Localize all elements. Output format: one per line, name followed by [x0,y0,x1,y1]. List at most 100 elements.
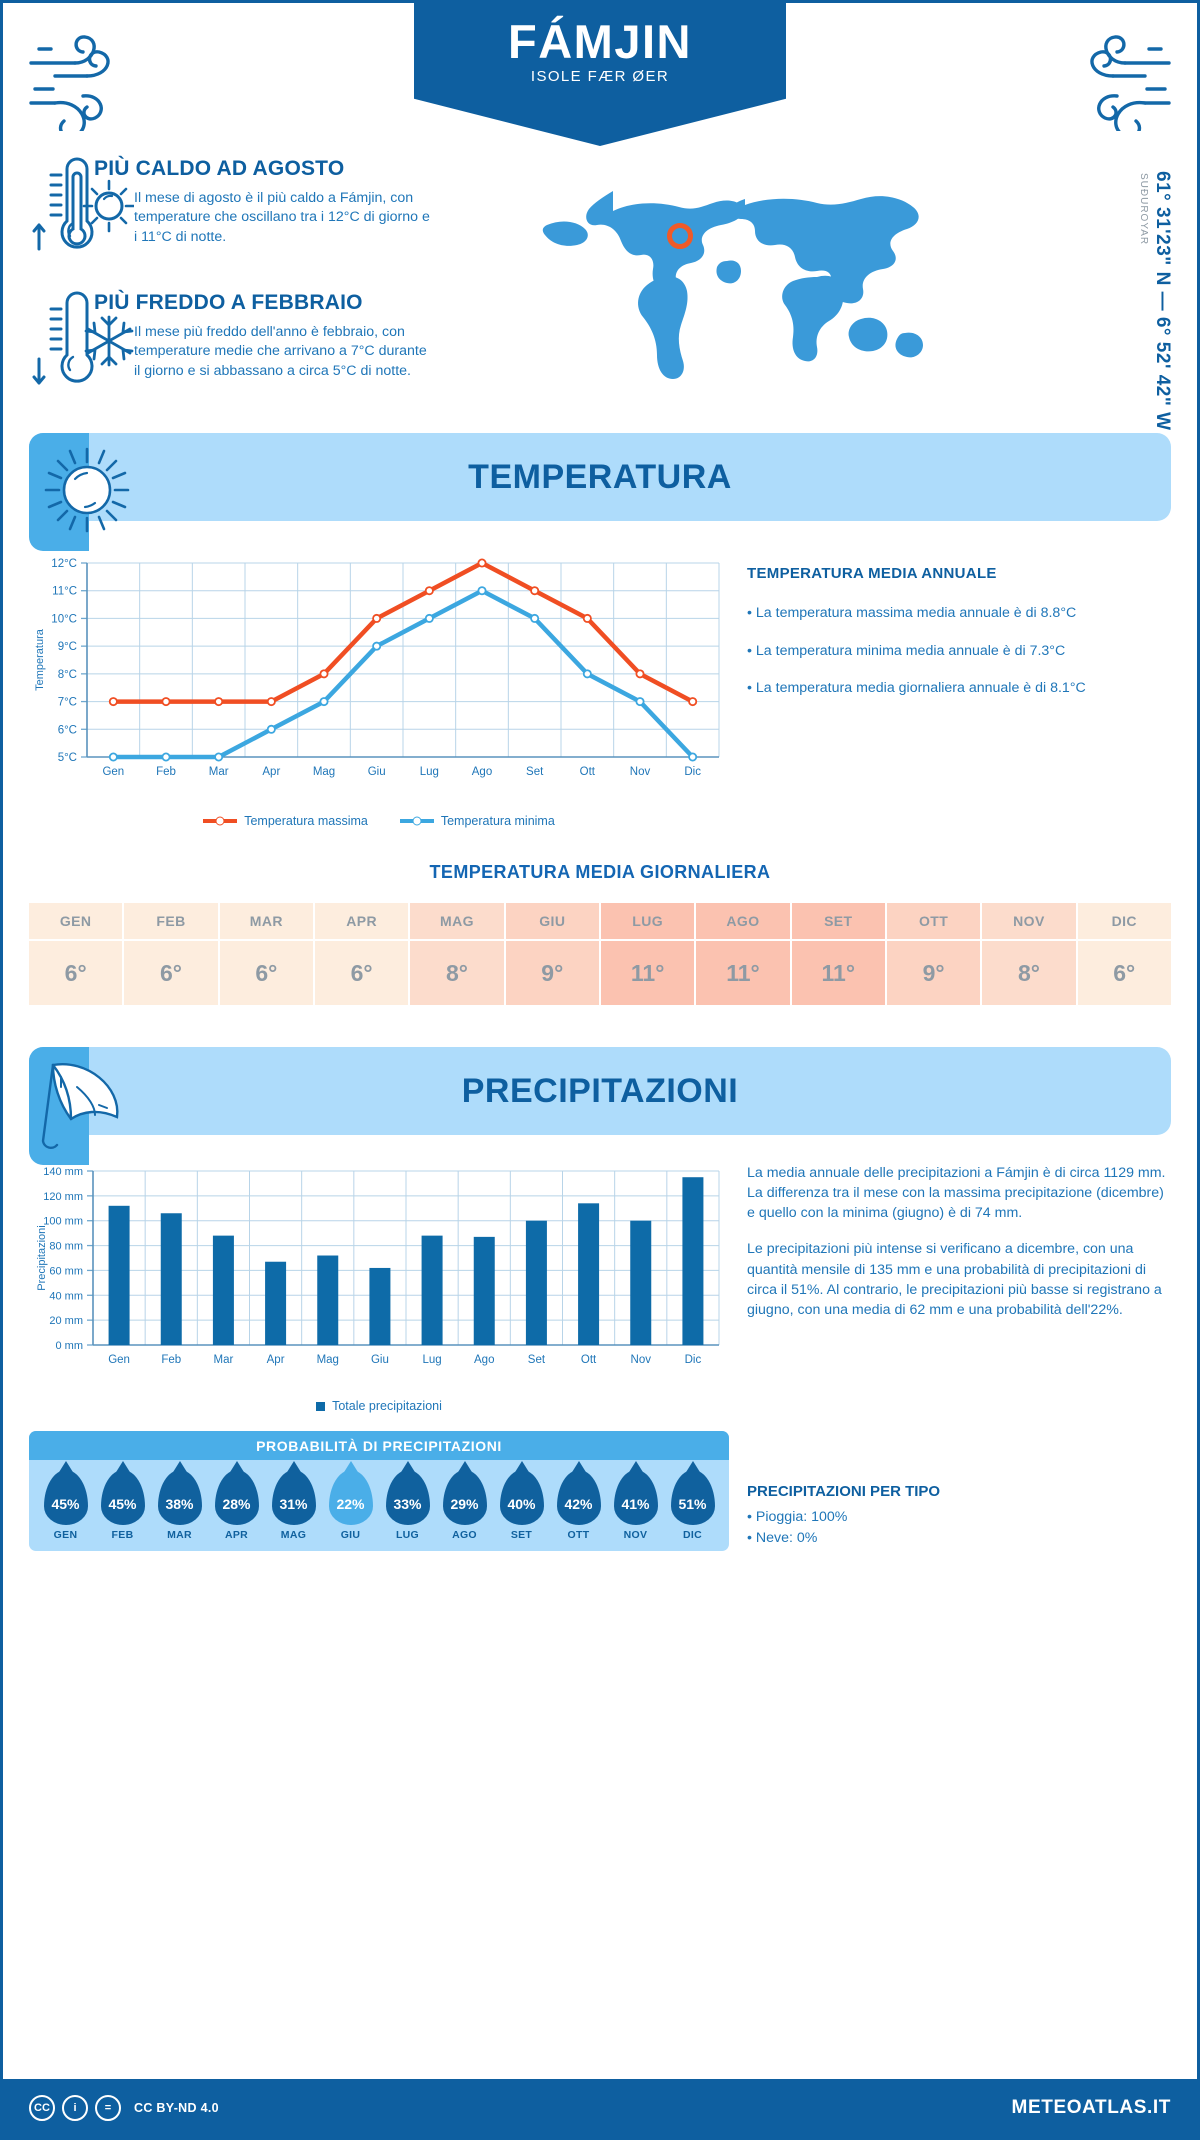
subregion-label: SUÐUROYAR [1138,173,1149,246]
water-drop-icon: 51% [670,1470,715,1525]
table-column: DIC 6° [1077,903,1171,1005]
precipitation-banner-title: PRECIPITAZIONI [461,1071,739,1110]
legend-item-min: Temperatura minima [399,814,555,828]
thermometer-snowflake-icon [29,285,134,403]
svg-text:Mag: Mag [313,766,335,778]
svg-text:Feb: Feb [156,766,176,778]
sun-icon [44,447,130,533]
umbrella-icon [41,1062,119,1149]
probability-value: 45% [108,1496,137,1512]
temperature-bullet-avg: • La temperatura media giornaliera annua… [747,680,1086,697]
legend-item-total: Totale precipitazioni [316,1399,442,1413]
probability-value: 33% [393,1496,422,1512]
temperature-chart-col: 5°C 6°C 7°C 8°C 9°C 10°C 11°C 12°C Gen Feb Mar Apr M… [29,549,729,828]
water-drop-icon: 38% [157,1470,202,1525]
legend-swatch-max [203,819,238,823]
legend-swatch-total [316,1401,326,1411]
svg-text:Giu: Giu [368,766,386,778]
precipitation-banner: PRECIPITAZIONI [29,1047,1171,1165]
probability-section: PROBABILITÀ DI PRECIPITAZIONI 45% GEN 45% F… [29,1431,1171,1551]
probability-cell: 29% AGO [436,1470,493,1541]
probability-cell: 22% GIU [322,1470,379,1541]
precipitation-chart: 0 mm 20 mm 40 mm 60 mm 80 mm 100 mm 120 mm 140 … [29,1159,729,1389]
temperature-block: 5°C 6°C 7°C 8°C 9°C 10°C 11°C 12°C Gen Feb Mar Apr M… [3,521,1197,828]
table-temp-value: 6° [1077,941,1171,1005]
svg-text:8°C: 8°C [58,669,77,681]
probability-title: PROBABILITÀ DI PRECIPITAZIONI [29,1431,729,1460]
svg-text:20 mm: 20 mm [49,1315,83,1327]
svg-text:11°C: 11°C [52,586,77,598]
svg-text:Temperatura: Temperatura [34,628,46,691]
svg-text:40 mm: 40 mm [49,1290,83,1302]
svg-text:6°C: 6°C [58,724,77,736]
probability-month-label: FEB [111,1529,134,1541]
table-column: LUG 11° [600,903,697,1005]
water-drop-icon: 45% [100,1470,145,1525]
probability-value: 38% [165,1496,194,1512]
precipitation-summary: La media annuale delle precipitazioni a … [729,1159,1171,1413]
legend-label-min: Temperatura minima [440,814,555,828]
legend-item-max: Temperatura massima [203,814,368,828]
precipitation-type: PRECIPITAZIONI PER TIPO • Pioggia: 100% … [729,1431,1171,1551]
table-column: AGO 11° [696,903,792,1005]
temperature-legend: Temperatura massima Temperatura minima [29,814,729,828]
probability-month-label: DIC [683,1529,702,1541]
fact-warmest-body: PIÙ CALDO AD AGOSTO Il mese di agosto è … [94,151,434,247]
legend-label-total: Totale precipitazioni [332,1399,442,1413]
table-temp-value: 8° [982,941,1076,1005]
svg-text:120 mm: 120 mm [43,1191,83,1203]
table-month-header: FEB [124,903,218,941]
fact-warmest: PIÙ CALDO AD AGOSTO Il mese di agosto è … [29,151,499,269]
svg-text:Nov: Nov [631,1354,652,1366]
probability-value: 29% [450,1496,479,1512]
license-label: CC BY-ND 4.0 [134,2101,219,2115]
table-temp-value: 9° [886,941,981,1005]
table-column: MAG 8° [410,903,506,1005]
svg-text:Nov: Nov [630,766,651,778]
no-derivatives-icon: = [95,2095,121,2121]
temperature-summary: TEMPERATURA MEDIA ANNUALE • La temperatu… [729,549,1171,828]
table-column: GIU 9° [505,903,601,1005]
temperature-banner-title: TEMPERATURA [468,457,732,496]
svg-text:Lug: Lug [422,1354,441,1366]
temperature-chart: 5°C 6°C 7°C 8°C 9°C 10°C 11°C 12°C Gen Feb Mar Apr M… [29,549,729,804]
world-map: SUÐUROYAR 61° 31'23" N — 6° 52' 42" W [499,151,1173,433]
temperature-summary-title: TEMPERATURA MEDIA ANNUALE [747,565,997,582]
table-temp-value: 6° [29,941,123,1005]
probability-cell: 45% FEB [94,1470,151,1541]
precipitation-paragraph-1: La media annuale delle precipitazioni a … [747,1165,1166,1222]
probability-month-label: MAR [167,1529,192,1541]
table-column: MAR 6° [219,903,315,1005]
svg-text:Ago: Ago [474,1354,494,1366]
probability-month-label: MAG [280,1529,307,1541]
probability-cell: 28% APR [208,1470,265,1541]
table-column: APR 6° [314,903,411,1005]
probability-drops: 45% GEN 45% FEB 38% MAR 28% APR 31% MAG 22% GIU 33% L… [29,1460,729,1551]
svg-text:Set: Set [528,1354,546,1366]
precipitation-legend: Totale precipitazioni [29,1399,729,1413]
table-month-header: LUG [600,903,695,941]
probability-value: 51% [678,1496,707,1512]
svg-text:Set: Set [526,766,544,778]
precipitation-chart-col: 0 mm 20 mm 40 mm 60 mm 80 mm 100 mm 120 mm 140 … [29,1159,729,1413]
probability-month-label: OTT [567,1529,590,1541]
world-map-svg [542,191,923,379]
table-temp-value: 11° [600,941,695,1005]
precipitation-type-rain: • Pioggia: 100% [747,1509,848,1525]
fact-coldest-title: PIÙ FREDDO A FEBBRAIO [94,291,363,314]
probability-month-label: GIU [340,1529,361,1541]
svg-text:100 mm: 100 mm [43,1216,83,1228]
probability-card: PROBABILITÀ DI PRECIPITAZIONI 45% GEN 45% F… [29,1431,729,1551]
probability-month-label: LUG [395,1529,420,1541]
svg-text:Ago: Ago [472,766,492,778]
wind-right-icon [1090,35,1171,131]
precipitation-block: 0 mm 20 mm 40 mm 60 mm 80 mm 100 mm 120 mm 140 … [3,1135,1197,1413]
svg-text:7°C: 7°C [58,697,77,709]
table-month-header: SET [791,903,885,941]
table-month-header: APR [314,903,409,941]
table-month-header: GIU [505,903,599,941]
probability-month-label: AGO [452,1529,477,1541]
temperature-line-chart: 5°C 6°C 7°C 8°C 9°C 10°C 11°C 12°C Gen Feb Mar Apr M… [34,558,720,778]
thermometer-sun-icon [29,151,136,269]
region-subtitle: ISOLE FÆR ØER [530,68,670,86]
